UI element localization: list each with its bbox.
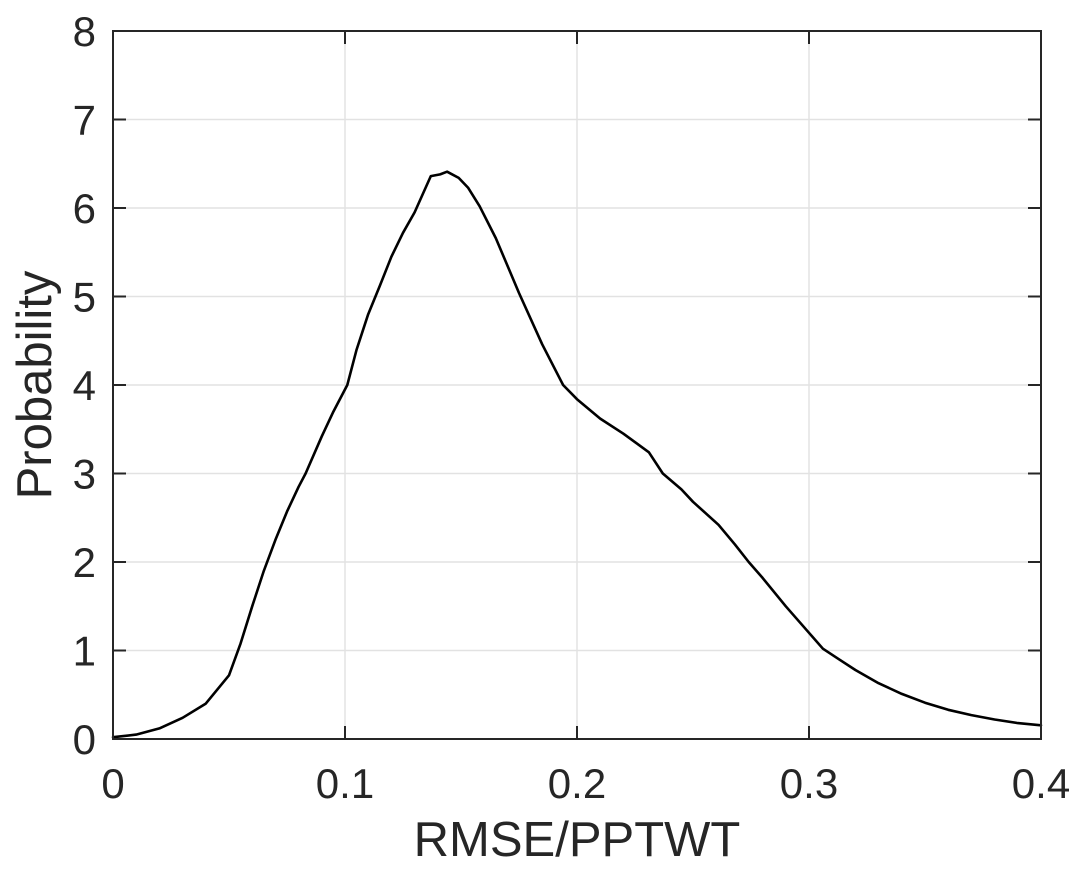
y-tick-label-5: 5 [73, 274, 96, 321]
x-axis-label: RMSE/PPTWT [414, 813, 741, 867]
x-tick-label-0: 0 [101, 760, 124, 807]
x-tick-label-0.1: 0.1 [316, 760, 374, 807]
y-tick-label-8: 8 [73, 8, 96, 55]
axis-ticks [113, 31, 1041, 739]
probability-density-curve [111, 170, 1043, 739]
x-tick-labels: 0 0.1 0.2 0.3 0.4 [101, 760, 1070, 807]
y-tick-label-1: 1 [73, 628, 96, 675]
x-tick-label-0.2: 0.2 [548, 760, 606, 807]
y-axis-label: Probability [8, 270, 62, 499]
y-tick-label-6: 6 [73, 185, 96, 232]
density-curve-layer [111, 170, 1043, 739]
y-tick-label-3: 3 [73, 451, 96, 498]
y-tick-label-0: 0 [73, 716, 96, 763]
x-tick-label-0.3: 0.3 [780, 760, 838, 807]
x-tick-label-0.4: 0.4 [1012, 760, 1070, 807]
gridlines [113, 31, 1041, 739]
y-tick-label-2: 2 [73, 539, 96, 586]
y-tick-label-7: 7 [73, 97, 96, 144]
y-tick-labels: 0 1 2 3 4 5 6 7 8 [73, 8, 96, 763]
y-tick-label-4: 4 [73, 362, 96, 409]
